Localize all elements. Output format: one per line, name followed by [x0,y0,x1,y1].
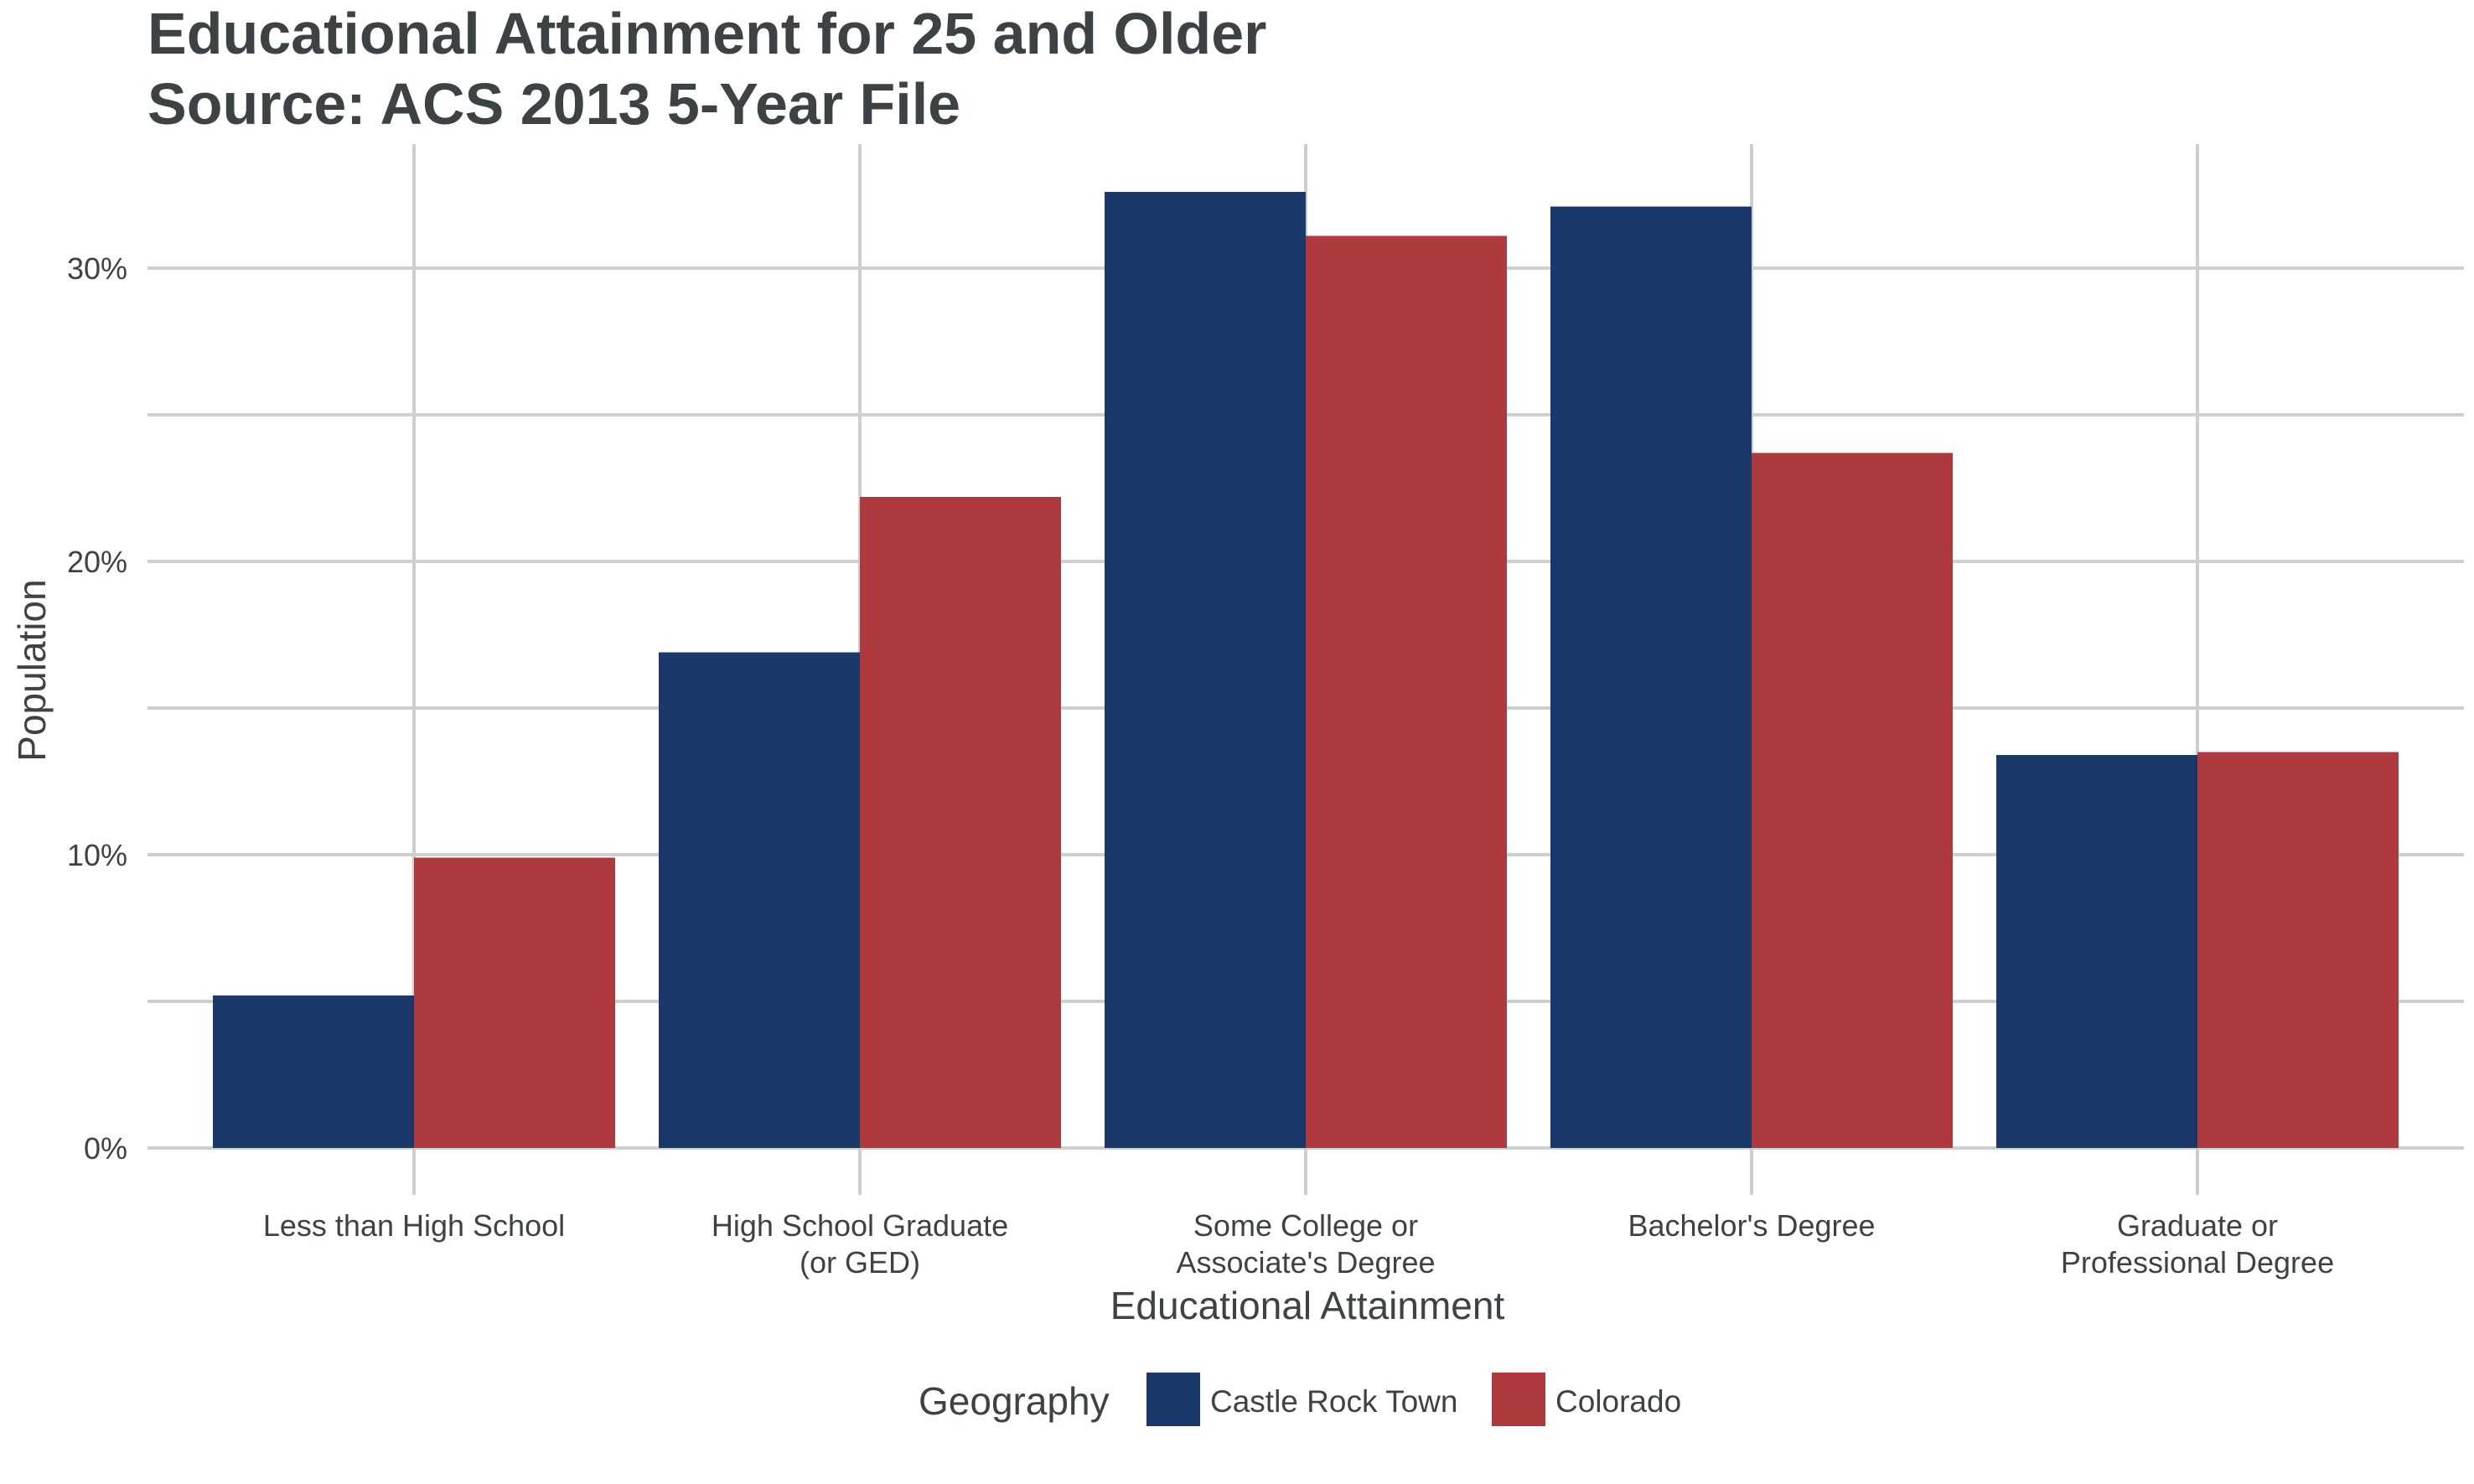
legend-key-colorado [1492,1373,1545,1426]
bar-colorado [860,497,1061,1148]
bar-colorado [2197,752,2399,1148]
bar-castle-rock-town [1996,755,2197,1148]
bar-castle-rock-town [1105,192,1306,1148]
bar-colorado [1752,452,1953,1148]
y-tick-labels: 0% 10% 20% 30% [67,251,127,1166]
x-tick-label: Graduate or [2117,1208,2278,1243]
x-tick-label: Some College or [1193,1208,1418,1243]
x-tick-label: Associate's Degree [1176,1245,1435,1280]
x-tick-label: Less than High School [263,1208,565,1243]
x-tick-label: Professional Degree [2061,1245,2334,1280]
bar-colorado [414,857,615,1148]
legend-title: Geography [919,1379,1110,1423]
y-axis-title: Population [10,579,54,761]
y-tick-label: 0% [84,1131,127,1166]
bars [213,192,2399,1148]
legend: Geography Castle Rock Town Colorado [919,1373,1681,1426]
x-tick-label: (or GED) [800,1245,920,1280]
y-tick-label: 30% [67,251,127,286]
y-tick-label: 20% [67,545,127,579]
legend-label-colorado: Colorado [1555,1384,1681,1419]
y-tick-label: 10% [67,838,127,872]
x-axis-title: Educational Attainment [1110,1284,1505,1327]
bar-castle-rock-town [1550,206,1752,1148]
legend-label-castle-rock-town: Castle Rock Town [1210,1384,1457,1419]
bar-castle-rock-town [213,995,414,1148]
chart-subtitle: Source: ACS 2013 5-Year File [148,71,960,137]
bar-castle-rock-town [659,652,860,1148]
x-tick-labels: Less than High School High School Graduat… [263,1208,2334,1280]
legend-key-castle-rock-town [1146,1373,1200,1426]
x-tick-label: High School Graduate [712,1208,1008,1243]
x-tick-label: Bachelor's Degree [1628,1208,1875,1243]
chart-title: Educational Attainment for 25 and Older [148,1,1266,66]
bar-colorado [1306,235,1507,1148]
